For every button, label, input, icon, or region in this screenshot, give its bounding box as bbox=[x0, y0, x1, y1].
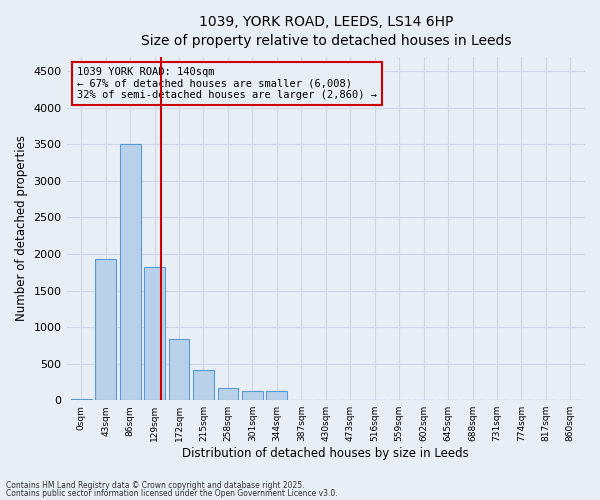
Bar bbox=[120, 144, 140, 400]
X-axis label: Distribution of detached houses by size in Leeds: Distribution of detached houses by size … bbox=[182, 447, 469, 460]
Text: Contains public sector information licensed under the Open Government Licence v3: Contains public sector information licen… bbox=[6, 488, 338, 498]
Bar bbox=[218, 388, 238, 400]
Bar bbox=[144, 267, 165, 400]
Y-axis label: Number of detached properties: Number of detached properties bbox=[15, 136, 28, 322]
Text: Contains HM Land Registry data © Crown copyright and database right 2025.: Contains HM Land Registry data © Crown c… bbox=[6, 481, 305, 490]
Text: 1039 YORK ROAD: 140sqm
← 67% of detached houses are smaller (6,008)
32% of semi-: 1039 YORK ROAD: 140sqm ← 67% of detached… bbox=[77, 67, 377, 100]
Bar bbox=[169, 339, 190, 400]
Bar bbox=[193, 370, 214, 400]
Bar bbox=[266, 392, 287, 400]
Title: 1039, YORK ROAD, LEEDS, LS14 6HP
Size of property relative to detached houses in: 1039, YORK ROAD, LEEDS, LS14 6HP Size of… bbox=[140, 15, 511, 48]
Bar bbox=[95, 259, 116, 400]
Bar bbox=[242, 390, 263, 400]
